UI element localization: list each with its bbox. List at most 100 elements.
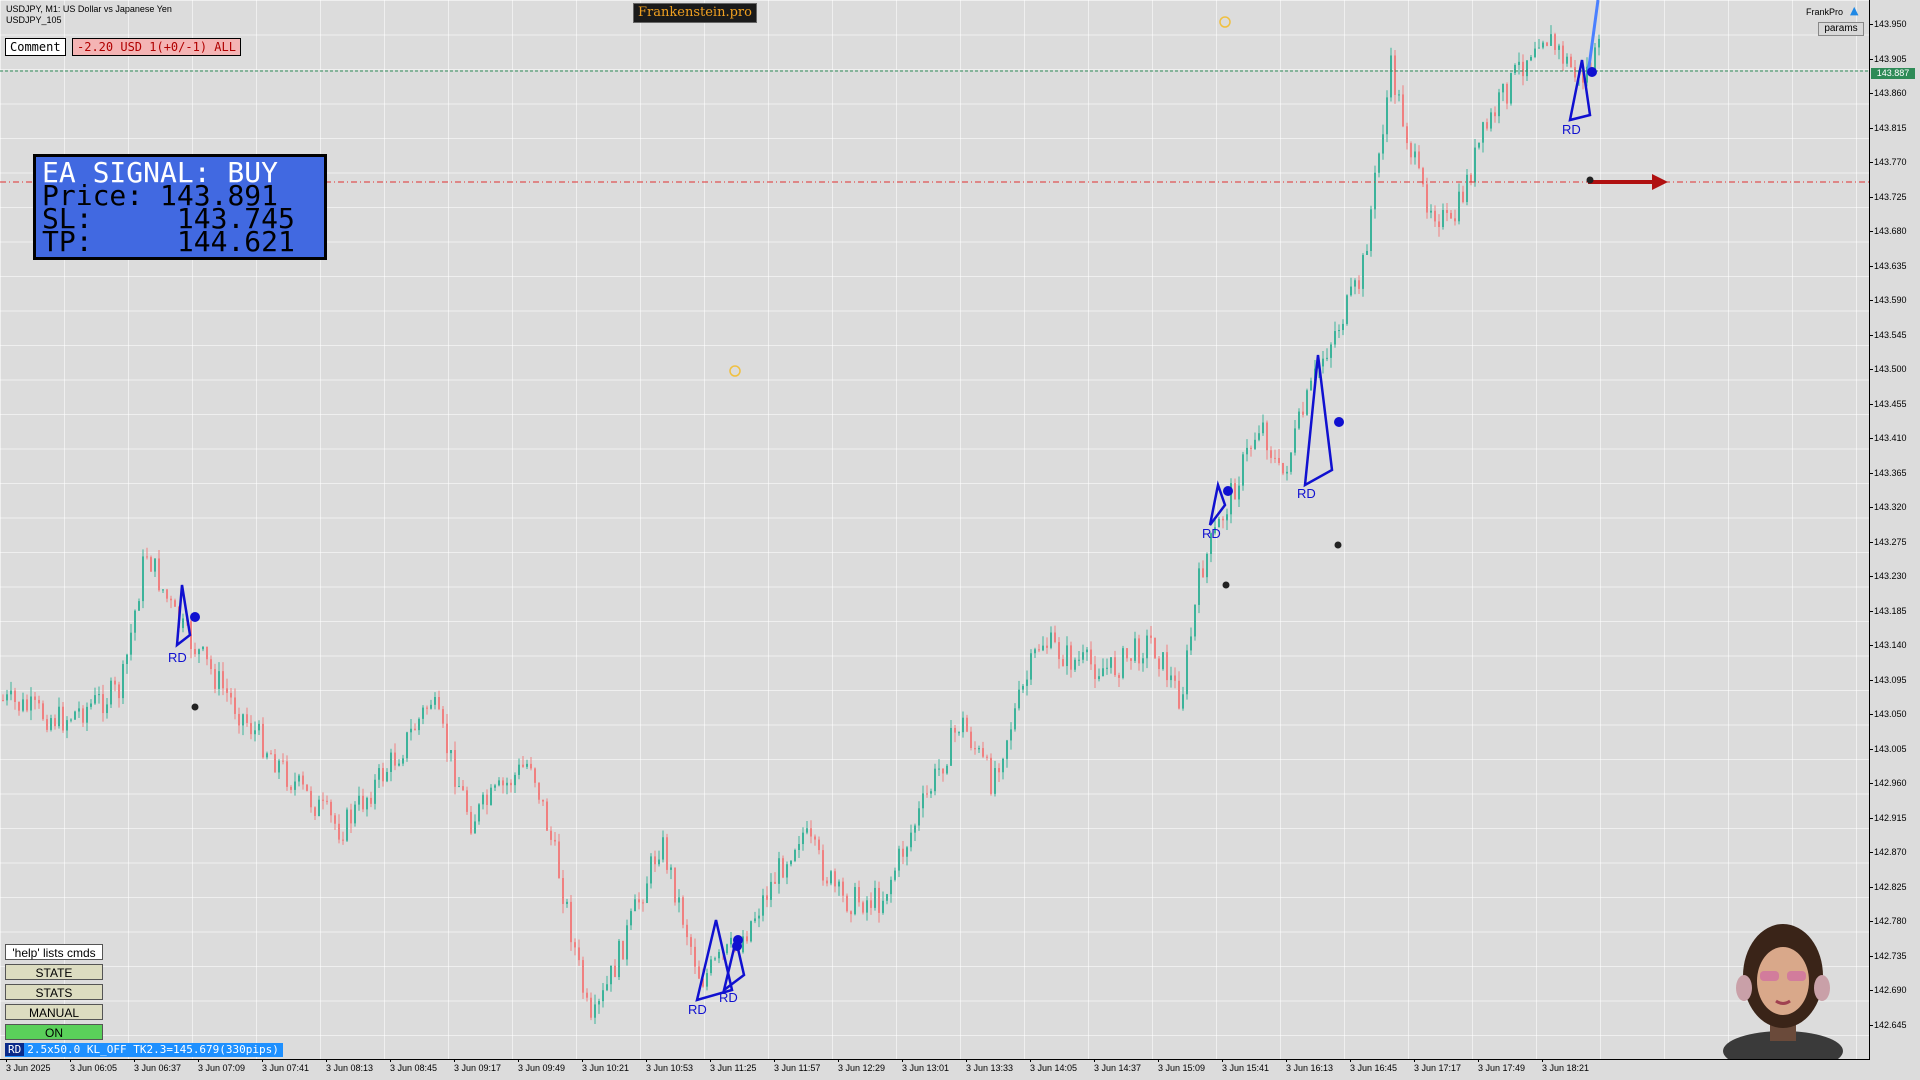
candle-body xyxy=(1006,740,1008,759)
candle-body xyxy=(614,965,616,978)
candle-body xyxy=(906,847,908,857)
candle-body xyxy=(146,556,148,558)
pattern-marker-icon xyxy=(190,612,200,622)
candle-body xyxy=(862,902,864,913)
candle-body xyxy=(1182,694,1184,709)
candle-body xyxy=(1298,411,1300,429)
candle-body xyxy=(890,879,892,895)
price-label: 142.780 xyxy=(1874,916,1907,926)
sun-marker-icon xyxy=(1219,16,1231,28)
time-label: 3 Jun 08:45 xyxy=(390,1063,438,1073)
candle-body xyxy=(154,558,156,572)
candle-body xyxy=(1558,45,1560,50)
time-label: 3 Jun 11:25 xyxy=(710,1063,757,1073)
candle-body xyxy=(678,897,680,903)
on-toggle[interactable]: ON xyxy=(5,1024,103,1040)
candle-body xyxy=(1226,514,1228,521)
price-label: 143.590 xyxy=(1874,295,1907,305)
candle-body xyxy=(306,784,308,791)
candle-body xyxy=(1230,483,1232,515)
time-tick xyxy=(838,1059,839,1062)
candle-body xyxy=(1494,112,1496,117)
help-button[interactable]: 'help' lists cmds xyxy=(5,944,103,960)
price-tick xyxy=(1870,645,1873,646)
candle-body xyxy=(1178,680,1180,709)
candle-body xyxy=(730,937,732,945)
candle-body xyxy=(758,915,760,919)
candle-body xyxy=(1350,286,1352,296)
candle-body xyxy=(682,897,684,925)
signal-header: EA SIGNAL: BUY xyxy=(42,156,279,189)
candle-body xyxy=(34,696,36,700)
candle-body xyxy=(610,965,612,985)
candle-body xyxy=(130,632,132,655)
candle-body xyxy=(1466,174,1468,203)
price-chart[interactable]: RD RD RD RD RD RD xyxy=(0,0,1869,1059)
candle-body xyxy=(674,867,676,903)
time-label: 3 Jun 16:13 xyxy=(1286,1063,1334,1073)
candle-body xyxy=(490,787,492,805)
candle-body xyxy=(86,706,88,723)
candle-body xyxy=(1562,45,1564,64)
signal-sl-value: 143.745 xyxy=(176,202,295,235)
candle-body xyxy=(1362,254,1364,289)
candle-body xyxy=(438,697,440,710)
candle-body xyxy=(398,763,400,766)
candle-body xyxy=(946,765,948,774)
price-axis[interactable] xyxy=(1870,0,1920,1059)
candle-body xyxy=(606,984,608,991)
candle-body xyxy=(1254,439,1256,449)
candle-body xyxy=(990,757,992,794)
candle-body xyxy=(786,864,788,878)
candle-body xyxy=(378,768,380,780)
candle-body xyxy=(1370,209,1372,251)
candle-body xyxy=(1274,457,1276,459)
price-tick xyxy=(1870,403,1873,405)
candle-body xyxy=(662,837,664,860)
skull-marker-icon xyxy=(191,703,199,711)
candle-body xyxy=(622,940,624,960)
price-tick xyxy=(1870,472,1873,474)
candle-body xyxy=(330,801,332,816)
state-button[interactable]: STATE xyxy=(5,964,103,980)
time-tick xyxy=(390,1059,391,1062)
candle-body xyxy=(930,791,932,794)
candle-body xyxy=(1542,42,1544,48)
candle-body xyxy=(770,881,772,900)
comment-button[interactable]: Comment xyxy=(5,38,66,56)
candle-body xyxy=(1242,454,1244,486)
signal-price-label: Price: xyxy=(42,179,144,212)
price-label: 143.365 xyxy=(1874,467,1907,478)
candle-body xyxy=(1238,485,1240,500)
candle-body xyxy=(202,646,204,650)
candle-body xyxy=(442,709,444,724)
stats-button[interactable]: STATS xyxy=(5,984,103,1000)
candle-body xyxy=(1518,61,1520,65)
candle-body xyxy=(894,870,896,880)
candle-body xyxy=(266,753,268,758)
candle-body xyxy=(238,713,240,726)
price-label: 143.320 xyxy=(1874,502,1907,512)
candle-body xyxy=(1282,463,1284,474)
candle-body xyxy=(554,839,556,842)
rd-pattern-label: RD xyxy=(1297,486,1316,501)
candle-body xyxy=(66,720,68,731)
pattern-marker-icon xyxy=(1223,486,1233,496)
price-label: 142.870 xyxy=(1874,847,1907,857)
candle-body xyxy=(466,790,468,812)
candle-body xyxy=(1530,56,1532,61)
time-tick xyxy=(70,1059,71,1062)
time-tick xyxy=(518,1059,519,1062)
rd-pattern-triangle xyxy=(1303,354,1334,488)
manual-button[interactable]: MANUAL xyxy=(5,1004,103,1020)
candle-body xyxy=(1310,380,1312,391)
params-button[interactable]: params xyxy=(1818,22,1864,36)
price-label: 143.050 xyxy=(1874,709,1907,719)
price-tick xyxy=(1870,990,1873,991)
candle-body xyxy=(1594,47,1596,71)
candle-body xyxy=(766,895,768,900)
candle-body xyxy=(1498,92,1500,117)
candle-body xyxy=(1294,428,1296,453)
price-label: 143.140 xyxy=(1874,640,1907,650)
candle-body xyxy=(210,659,212,670)
